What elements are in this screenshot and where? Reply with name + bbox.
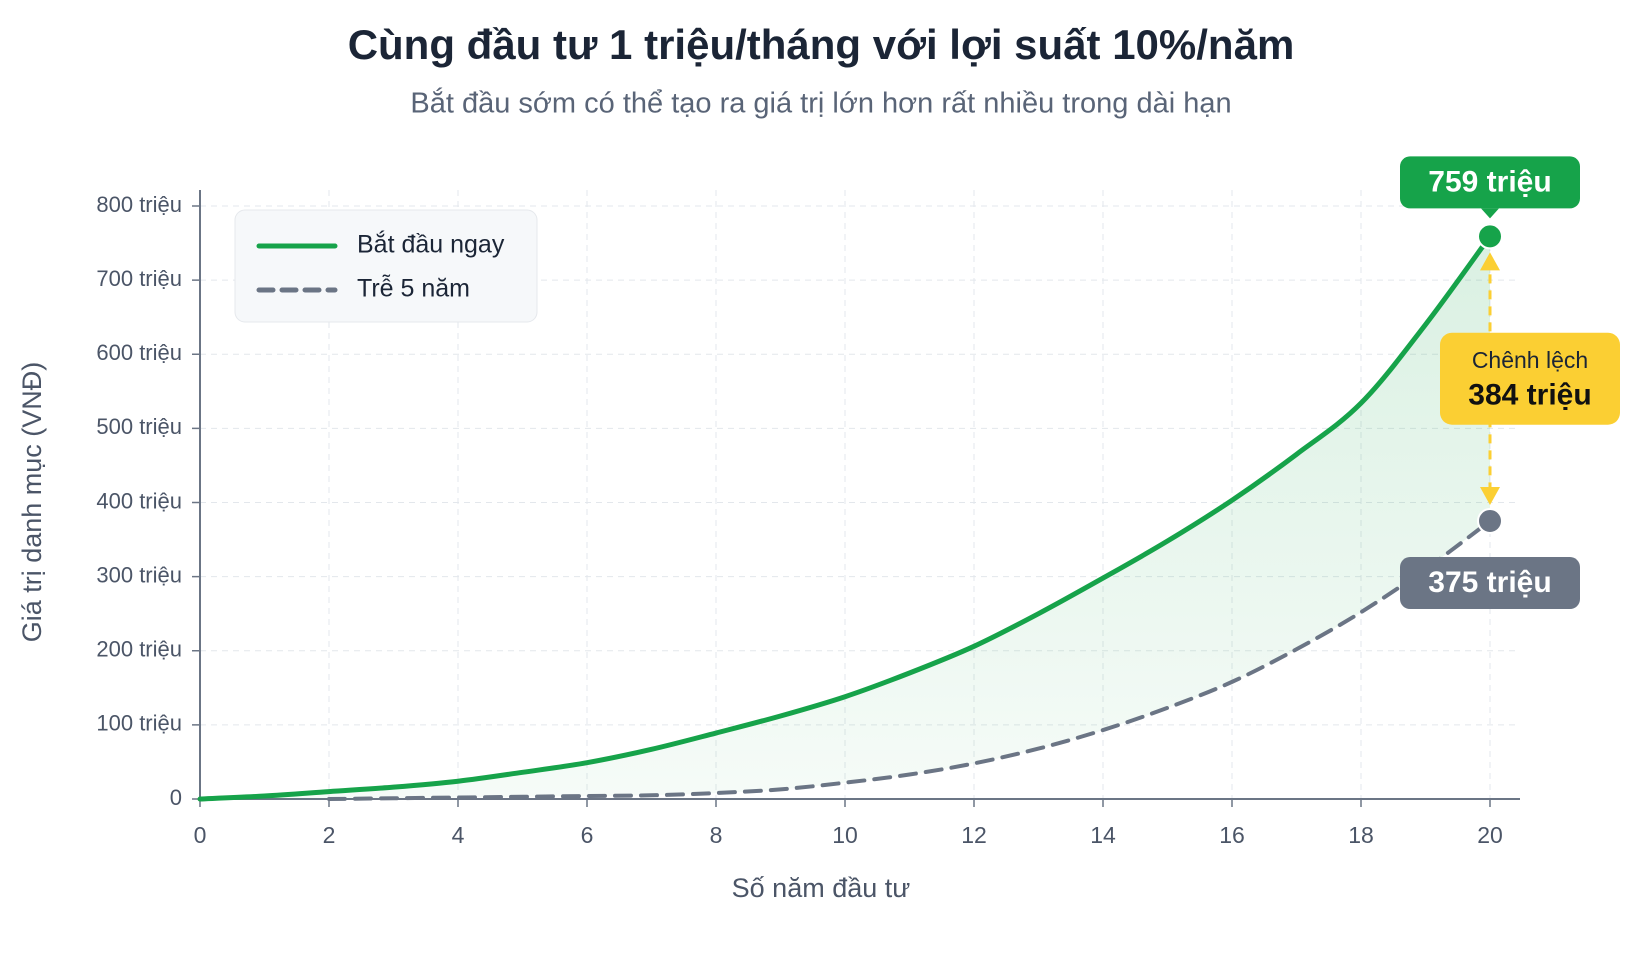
x-tick-label: 10 (832, 822, 858, 848)
legend-label: Trễ 5 năm (357, 274, 470, 303)
difference-box (1440, 332, 1620, 425)
chart-title: Cùng đầu tư 1 triệu/tháng với lợi suất 1… (348, 21, 1295, 68)
x-tick-label: 14 (1090, 822, 1116, 848)
legend-box (234, 209, 538, 323)
x-tick-label: 12 (961, 822, 987, 848)
x-tick-label: 4 (452, 822, 465, 848)
y-tick-label: 500 triệu (96, 414, 182, 439)
value-badge (1400, 557, 1580, 610)
difference-value: 384 triệu (1468, 379, 1591, 412)
arrow-head (1480, 487, 1500, 506)
y-tick-label: 700 triệu (96, 266, 182, 291)
x-tick-label: 6 (581, 822, 594, 848)
y-tick-label: 300 triệu (96, 562, 182, 587)
arrow-head (1480, 252, 1500, 271)
y-tick-label: 100 triệu (96, 711, 182, 736)
end-point (1477, 508, 1503, 535)
x-tick-label: 16 (1219, 822, 1245, 848)
end-point (1477, 223, 1503, 250)
x-axis-title: Số năm đầu tư (732, 873, 911, 903)
chart-subtitle: Bắt đầu sớm có thể tạo ra giá trị lớn hơ… (410, 87, 1231, 120)
x-tick-label: 0 (194, 822, 207, 848)
x-tick-label: 20 (1477, 822, 1503, 848)
y-tick-label: 800 triệu (96, 192, 182, 217)
series-line (197, 233, 1493, 802)
y-tick-label: 0 (170, 785, 182, 810)
y-tick-label: 400 triệu (96, 488, 182, 513)
x-tick-label: 2 (323, 822, 336, 848)
y-tick-label: 200 triệu (96, 637, 182, 662)
y-tick-label: 600 triệu (96, 340, 182, 365)
y-axis-title: Giá trị danh mục (VNĐ) (17, 362, 47, 643)
x-tick-label: 18 (1348, 822, 1374, 848)
difference-label: Chênh lệch (1472, 347, 1588, 373)
series-line (327, 519, 1492, 801)
value-label: 375 triệu (1428, 566, 1551, 599)
gap-area (200, 236, 1490, 800)
value-label: 759 triệu (1428, 165, 1551, 198)
badge-pointer (1481, 208, 1499, 219)
value-badge (1400, 156, 1580, 209)
x-tick-label: 8 (710, 822, 723, 848)
legend-label: Bắt đầu ngay (357, 230, 505, 259)
